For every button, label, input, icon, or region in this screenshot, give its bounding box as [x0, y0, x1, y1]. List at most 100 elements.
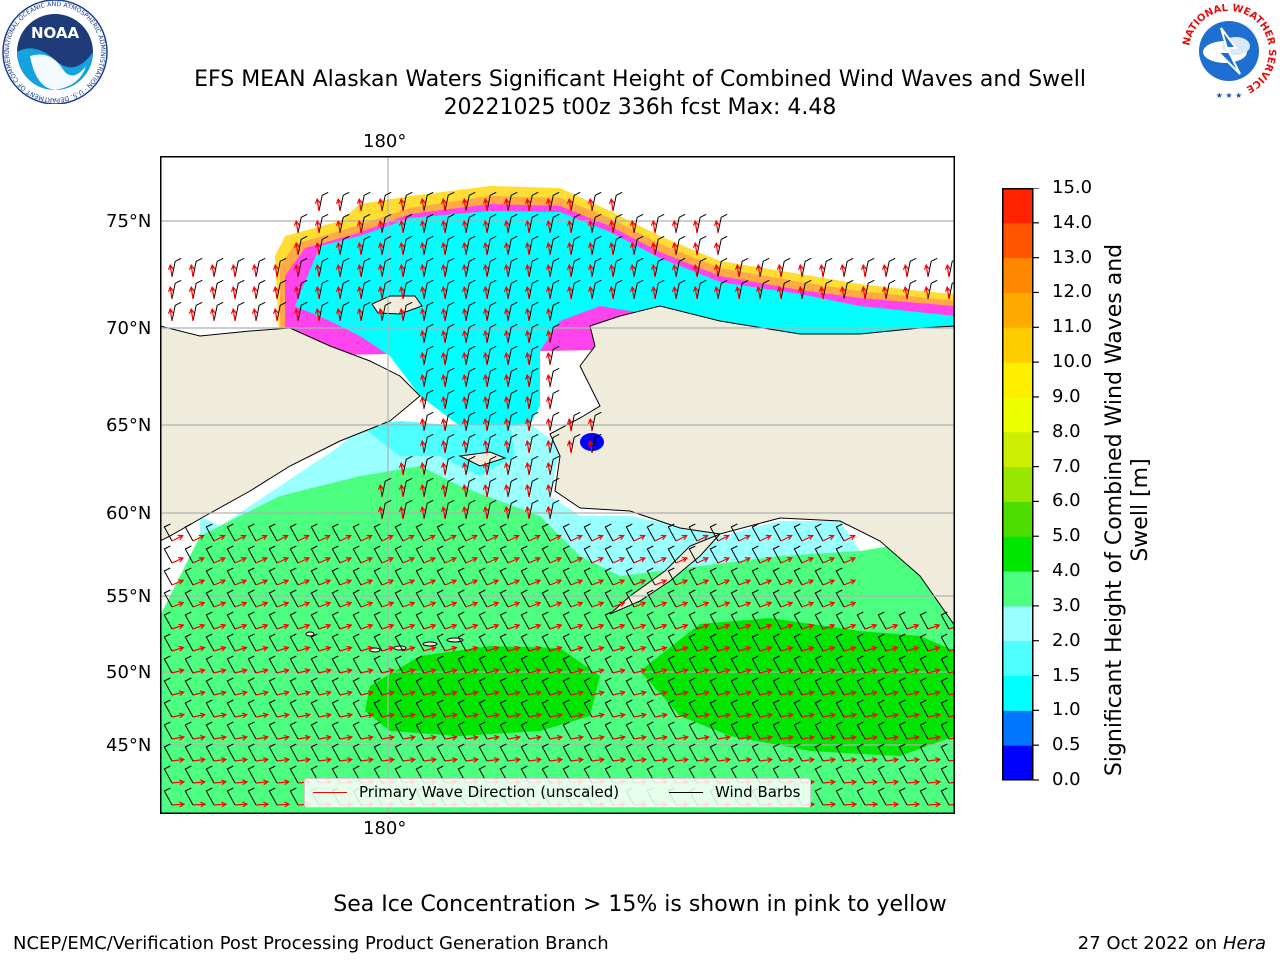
- wind-barb: [646, 633, 656, 652]
- wave-arrow: [612, 534, 625, 542]
- wind-barb: [814, 633, 824, 652]
- wind-barb: [268, 677, 278, 696]
- wind-barb: [289, 677, 299, 696]
- wind-barb: [940, 655, 950, 674]
- wind-barb: [415, 699, 425, 718]
- wind-barb: [268, 611, 278, 630]
- wind-barb: [226, 765, 236, 784]
- colorbar-tick-label: 3.0: [1052, 594, 1081, 616]
- wind-barb: [486, 433, 497, 454]
- wind-barb: [793, 589, 803, 608]
- wind-barb: [465, 345, 476, 366]
- wave-arrow: [734, 285, 741, 300]
- wind-barb: [352, 655, 362, 674]
- wave-arrow: [885, 668, 899, 674]
- wind-barb: [604, 721, 614, 740]
- wind-barb: [423, 191, 434, 212]
- wave-arrow: [566, 241, 573, 256]
- wave-arrow: [801, 712, 816, 719]
- wind-barb: [646, 721, 656, 740]
- wave-arrow: [759, 534, 772, 542]
- wave-arrow: [398, 483, 405, 498]
- wave-arrow: [696, 645, 710, 652]
- wind-barb: [436, 633, 446, 652]
- wind-barb: [318, 235, 329, 256]
- wave-arrow: [927, 668, 941, 674]
- wave-arrow: [377, 219, 384, 234]
- wind-barb: [226, 567, 236, 586]
- wave-arrow: [339, 557, 353, 564]
- wind-barb: [604, 545, 614, 564]
- wave-arrow: [234, 779, 249, 786]
- wave-arrow: [213, 712, 228, 719]
- wind-barb: [793, 523, 803, 542]
- wind-barb: [835, 765, 845, 784]
- wind-barb: [751, 655, 761, 674]
- wave-arrow: [633, 734, 648, 741]
- wave-arrow: [440, 439, 447, 454]
- lat-label-50: 50°N: [106, 662, 152, 683]
- wave-arrow: [440, 285, 447, 300]
- wave-arrow: [297, 601, 311, 608]
- wave-arrow: [524, 263, 531, 278]
- wave-arrow: [230, 263, 237, 278]
- nws-logo: NATIONAL WEATHER SERVICE ★ ★ ★: [1180, 2, 1278, 100]
- wave-arrow: [398, 241, 405, 256]
- wind-barb: [436, 523, 446, 542]
- wave-arrow: [822, 757, 837, 763]
- wind-barb: [835, 743, 845, 762]
- wind-barb: [486, 345, 497, 366]
- wave-arrow: [507, 645, 521, 652]
- wave-arrow: [545, 373, 552, 388]
- wave-arrow: [482, 329, 489, 344]
- wave-arrow: [780, 668, 794, 674]
- wave-arrow: [192, 645, 206, 652]
- wind-barb: [604, 523, 614, 542]
- wind-barb: [402, 477, 413, 498]
- wind-barb: [444, 477, 455, 498]
- wave-arrow: [444, 668, 458, 674]
- wave-arrow: [566, 197, 573, 212]
- colorbar-tick-label: 12.0: [1052, 281, 1093, 303]
- wind-barb: [507, 213, 518, 234]
- wave-arrow: [339, 601, 353, 608]
- legend-swatch-barbs: [669, 791, 703, 793]
- wave-arrow: [461, 395, 468, 410]
- wave-arrow: [339, 757, 354, 763]
- wind-barb: [444, 279, 455, 300]
- wind-barb: [675, 213, 686, 234]
- wave-arrow: [524, 351, 531, 366]
- wind-barb: [478, 677, 488, 696]
- wind-barb: [436, 655, 446, 674]
- ocean-peak-west: [365, 646, 600, 736]
- wave-arrow: [213, 690, 227, 697]
- wind-barb: [478, 699, 488, 718]
- wind-barb: [591, 257, 602, 278]
- wave-arrow: [906, 779, 921, 786]
- wave-arrow: [759, 690, 773, 697]
- colorbar-tick-label: 5.0: [1052, 525, 1081, 547]
- wind-barb: [394, 721, 404, 740]
- wave-arrow: [192, 579, 206, 586]
- wave-arrow: [318, 712, 333, 719]
- wave-arrow: [255, 579, 269, 586]
- chart-title: EFS MEAN Alaskan Waters Significant Heig…: [194, 67, 1086, 92]
- wave-arrow: [276, 557, 290, 564]
- wave-arrow: [524, 461, 531, 476]
- wave-arrow: [906, 668, 920, 674]
- lat-label-45: 45°N: [106, 735, 152, 756]
- wind-barb: [423, 389, 434, 410]
- wave-arrow: [675, 668, 689, 674]
- wave-arrow: [864, 668, 878, 674]
- wind-barb: [184, 699, 194, 718]
- colorbar-tick-label: 0.5: [1052, 734, 1081, 756]
- wind-barb: [667, 523, 677, 542]
- wind-barb: [276, 257, 287, 278]
- wave-arrow: [860, 263, 867, 278]
- ocean-arctic: [295, 211, 955, 426]
- wind-barb: [583, 743, 593, 762]
- wave-arrow: [188, 307, 195, 322]
- wave-arrow: [570, 668, 584, 674]
- wave-arrow: [482, 219, 489, 234]
- wave-arrow: [608, 219, 615, 234]
